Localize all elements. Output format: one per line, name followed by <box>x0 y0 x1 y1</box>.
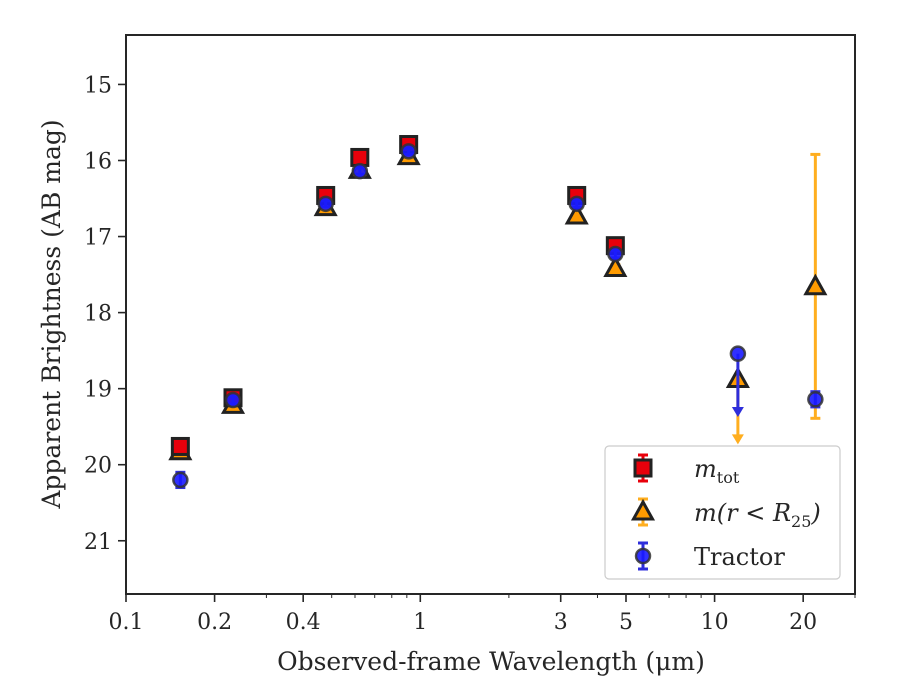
circle-marker <box>807 391 824 408</box>
circle-marker <box>224 391 242 409</box>
y-tick-label: 15 <box>84 73 112 98</box>
legend-box <box>604 445 841 580</box>
plot-frame <box>125 34 856 595</box>
x-axis: 0.1 0.2 0.4 1 3 5 10 20 <box>109 594 856 635</box>
circle-marker <box>607 245 624 263</box>
triangle-marker <box>803 273 828 296</box>
y-tick-label: 20 <box>84 454 112 479</box>
x-tick-label: 0.2 <box>197 610 232 635</box>
x-tick-label: 5 <box>619 610 633 635</box>
y-tick-label: 16 <box>84 149 112 174</box>
x-axis-label: Observed-frame Wavelength (μm) <box>277 647 705 676</box>
x-tick-label: 10 <box>701 610 729 635</box>
triangle-marker <box>564 202 589 225</box>
square-point-0 <box>170 436 190 456</box>
y-tick-label: 18 <box>84 302 112 327</box>
legend-entry-circle: Tractor <box>634 541 785 571</box>
triangle-point-5 <box>564 202 589 225</box>
triangle-point-8 <box>803 152 828 420</box>
y-axis-label: Apparent Brightness (AB mag) <box>37 119 66 509</box>
square-marker <box>170 436 190 456</box>
x-tick-label: 0.4 <box>286 610 321 635</box>
circle-point-0 <box>172 470 189 490</box>
x-tick-label: 20 <box>789 610 817 635</box>
square-point-3 <box>350 147 370 167</box>
circle-marker <box>400 143 417 160</box>
y-axis: 15 16 17 18 19 20 21 <box>84 73 126 555</box>
triangle-point-6 <box>603 255 628 277</box>
legend-label: Tractor <box>694 543 785 571</box>
circle-marker <box>317 195 334 213</box>
circle-marker <box>729 345 747 362</box>
x-tick-label: 3 <box>554 610 568 635</box>
triangle-marker <box>603 255 628 277</box>
x-tick-label: 1 <box>413 610 427 635</box>
upper-limit-arrow <box>731 407 744 418</box>
x-tick-label: 0.1 <box>109 610 144 635</box>
y-tick-label: 21 <box>84 530 112 555</box>
y-tick-label: 17 <box>84 226 112 251</box>
upper-limit-arrow <box>731 434 744 445</box>
legend: mtot m(r < R25) Tractor <box>604 445 841 580</box>
circle-point-2 <box>317 195 334 213</box>
circle-point-7 <box>729 345 747 418</box>
legend-label: m(r < R25) <box>694 499 821 531</box>
legend-label: mtot <box>694 455 740 487</box>
circle-marker <box>172 471 189 489</box>
y-tick-label: 19 <box>84 378 112 403</box>
circle-point-5 <box>568 195 585 213</box>
legend-triangle-marker <box>630 498 656 521</box>
circle-point-6 <box>607 245 624 263</box>
legend-entry-triangle: m(r < R25) <box>630 497 821 531</box>
legend-entry-square: mtot <box>633 453 740 487</box>
legend-circle-marker <box>634 547 652 565</box>
circle-point-8 <box>807 390 824 409</box>
legend-square-marker <box>633 458 653 478</box>
circle-point-4 <box>400 143 417 160</box>
chart-marks <box>168 135 828 490</box>
circle-marker <box>568 195 585 213</box>
circle-point-1 <box>224 391 242 409</box>
circle-marker <box>351 162 369 180</box>
circle-point-3 <box>351 162 369 180</box>
